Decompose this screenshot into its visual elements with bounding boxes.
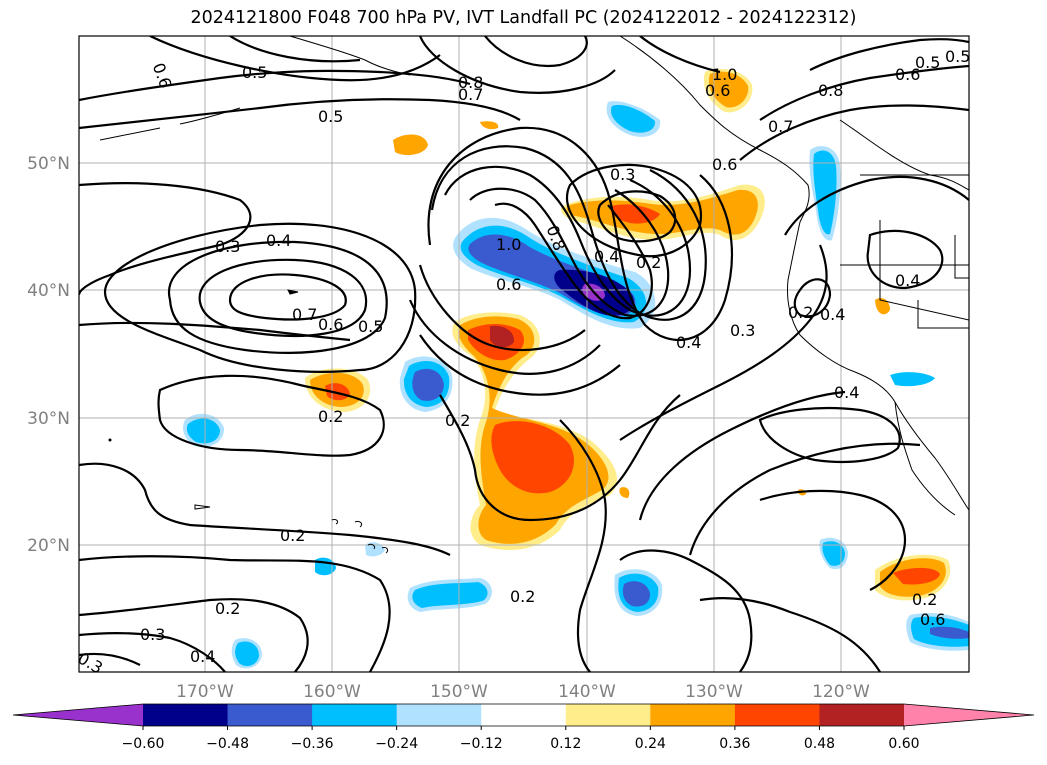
contour-label: 0.5 bbox=[242, 63, 267, 82]
contour-label: 0.5 bbox=[318, 107, 343, 126]
colorbar-swatch bbox=[227, 704, 313, 726]
lat-label: 40°N bbox=[27, 281, 70, 301]
contour-label: 0.8 bbox=[458, 73, 483, 92]
lat-label: 20°N bbox=[27, 536, 70, 556]
colorbar-tick-label: −0.48 bbox=[206, 736, 249, 752]
contour-label: 0.4 bbox=[190, 647, 215, 666]
colorbar-tick-label: 0.60 bbox=[888, 736, 919, 752]
lon-label: 130°W bbox=[685, 682, 743, 702]
colorbar-tick-label: 0.24 bbox=[635, 736, 666, 752]
contour-labels: 0.5 0.6 0.8 0.7 0.5 1.0 0.8 0.7 0.6 0.5 … bbox=[79, 47, 970, 672]
contour-label: 0.3 bbox=[730, 321, 755, 340]
contour-label: 0.4 bbox=[594, 247, 619, 266]
contour-label: 0.2 bbox=[280, 526, 305, 545]
contour-label: 0.3 bbox=[610, 165, 635, 184]
contour-label: 0.2 bbox=[510, 587, 535, 606]
contour-label: 0.5 bbox=[945, 47, 970, 66]
lon-label: 160°W bbox=[303, 682, 361, 702]
contour-label: 0.6 bbox=[496, 275, 521, 294]
colorbar-swatch bbox=[819, 704, 905, 726]
colorbar-swatch bbox=[565, 704, 651, 726]
coastline-layer bbox=[99, 36, 969, 516]
contour-label: 0.3 bbox=[140, 625, 165, 644]
contour-label: 1.0 bbox=[496, 235, 521, 254]
contour-label: 0.4 bbox=[266, 231, 291, 250]
colorbar-swatch bbox=[396, 704, 482, 726]
contour-label: 0.4 bbox=[834, 383, 859, 402]
lat-label: 50°N bbox=[27, 154, 70, 174]
colorbar-swatch bbox=[734, 704, 820, 726]
contour-label: 0.2 bbox=[636, 253, 661, 272]
colorbar-swatch bbox=[143, 704, 229, 726]
colorbar-swatch bbox=[481, 704, 567, 726]
colorbar-tick-label: 0.36 bbox=[719, 736, 750, 752]
lon-label: 120°W bbox=[812, 682, 870, 702]
contour-label: 0.2 bbox=[788, 303, 813, 322]
contour-label: 0.8 bbox=[818, 81, 843, 100]
contour-label: 0.2 bbox=[215, 599, 240, 618]
colorbar-tick-label: 0.12 bbox=[550, 736, 581, 752]
lat-label: 30°N bbox=[27, 409, 70, 429]
contour-label: 0.4 bbox=[895, 271, 920, 290]
contour-label: 0.2 bbox=[318, 407, 343, 426]
contour-label: 0.7 bbox=[292, 305, 317, 324]
colorbar-extend-max bbox=[904, 704, 1034, 726]
contour-label: 1.0 bbox=[712, 65, 737, 84]
colorbar-tick-label: −0.36 bbox=[291, 736, 334, 752]
contour-label: 0.6 bbox=[318, 315, 343, 334]
map-title: 2024121800 F048 700 hPa PV, IVT Landfall… bbox=[190, 8, 857, 28]
contour-layer bbox=[79, 36, 969, 672]
contour-label: 0.7 bbox=[458, 85, 483, 104]
contour-label: 0.2 bbox=[445, 411, 470, 430]
contour-label: 0.7 bbox=[768, 117, 793, 136]
colorbar-tick-label: −0.12 bbox=[460, 736, 503, 752]
contour-label: 0.5 bbox=[915, 53, 940, 72]
contour-label: 0.6 bbox=[705, 81, 730, 100]
colorbar-extend-min bbox=[13, 704, 143, 726]
contour-label: 0.4 bbox=[820, 305, 845, 324]
map-border bbox=[78, 35, 970, 673]
islands bbox=[108, 289, 389, 554]
colorbar-tick-label: −0.24 bbox=[375, 736, 418, 752]
graticule bbox=[79, 36, 969, 672]
colorbar-swatch bbox=[650, 704, 736, 726]
contour-label: 0.3 bbox=[215, 237, 240, 256]
colorbar: −0.60 −0.48 −0.36 −0.24 −0.12 0.12 0.24 0.36 0.4… bbox=[12, 703, 1035, 752]
colorbar-swatch bbox=[312, 704, 398, 726]
contour-label: 0.5 bbox=[358, 317, 383, 336]
contour-label: 0.4 bbox=[676, 333, 701, 352]
lon-label: 170°W bbox=[176, 682, 234, 702]
contour-label: 0.2 bbox=[912, 590, 937, 609]
colorbar-tick-label: 0.48 bbox=[804, 736, 835, 752]
colorbar-tick-label: −0.60 bbox=[122, 736, 165, 752]
contour-label: 0.6 bbox=[712, 155, 737, 174]
lon-label: 140°W bbox=[558, 682, 616, 702]
lon-label: 150°W bbox=[430, 682, 488, 702]
contour-label: 0.6 bbox=[895, 65, 920, 84]
contour-label: 0.6 bbox=[920, 610, 945, 629]
